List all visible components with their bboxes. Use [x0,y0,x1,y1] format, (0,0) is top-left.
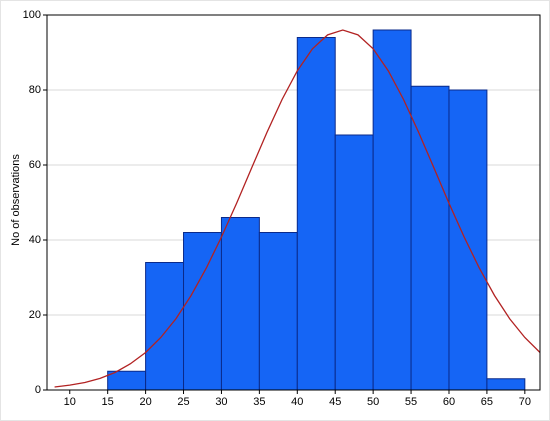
bar [372,29,412,391]
fit-curve [54,29,541,388]
x-tick-label: 40 [291,396,303,408]
y-tick-label: 0 [35,384,41,396]
x-tick-label: 15 [102,396,114,408]
y-tick-label: 60 [29,159,41,171]
bar [334,134,374,391]
x-tick-label: 25 [177,396,189,408]
bar [183,232,222,391]
bar [145,262,185,391]
bar [448,89,488,391]
bar [107,370,147,391]
x-tick-label: 35 [253,396,265,408]
x-tick-label: 70 [519,396,531,408]
x-tick-label: 30 [215,396,227,408]
y-tick-label: 80 [29,84,41,96]
x-tick-label: 60 [443,396,455,408]
bar [220,217,260,391]
y-tick-label: 20 [29,309,41,321]
x-tick-label: 10 [64,396,76,408]
y-tick-label: 40 [29,234,41,246]
x-tick-label: 65 [481,396,493,408]
x-tick-label: 45 [329,396,341,408]
bar [410,85,450,391]
x-tick-label: 50 [367,396,379,408]
bar [296,37,336,391]
bar [486,378,526,391]
y-axis-label: No of observations [10,154,22,246]
x-tick-label: 55 [405,396,417,408]
plot-border [46,14,541,391]
x-tick-label: 20 [139,396,151,408]
y-tick-label: 100 [23,9,41,21]
bar [258,232,298,391]
